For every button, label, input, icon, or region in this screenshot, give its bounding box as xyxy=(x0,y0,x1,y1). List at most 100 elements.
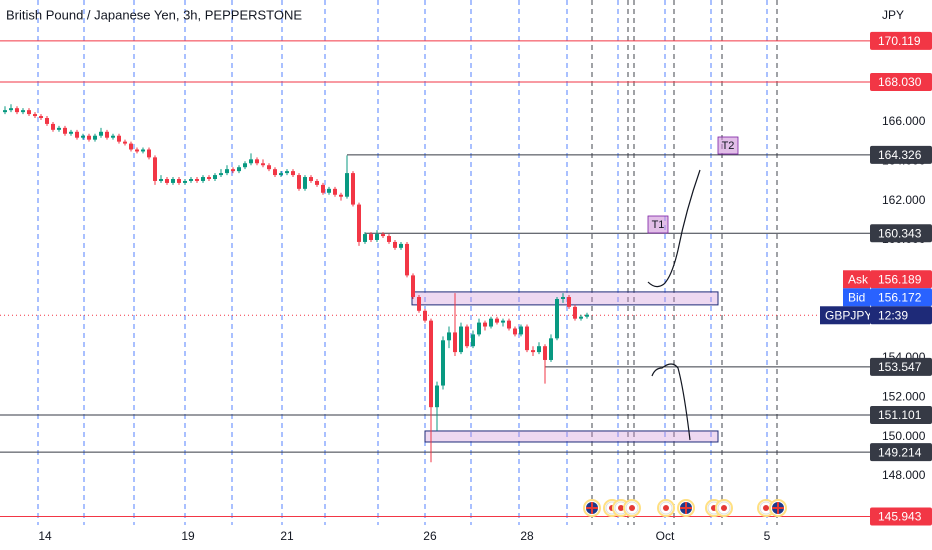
x-tick-label: 19 xyxy=(181,529,195,543)
price-badge xyxy=(870,443,932,462)
price-badge xyxy=(870,406,932,425)
candle-body xyxy=(213,175,217,179)
candle-body xyxy=(135,149,139,152)
price-badge-label: 149.214 xyxy=(878,445,922,459)
y-tick-label: 152.000 xyxy=(882,390,926,404)
x-tick-label: 28 xyxy=(520,529,534,543)
candle-body xyxy=(255,159,259,164)
currency: JPY xyxy=(882,8,904,22)
candle-body xyxy=(399,243,403,248)
price-badge xyxy=(870,306,932,325)
price-badge-label: 151.101 xyxy=(878,408,922,422)
candle-body xyxy=(189,178,193,181)
candle-body xyxy=(393,241,397,248)
candle-body xyxy=(333,188,337,195)
candle-body xyxy=(531,350,535,353)
price-badge xyxy=(870,145,932,164)
annotation-box xyxy=(717,136,739,155)
candle-body xyxy=(567,297,571,307)
candle-body xyxy=(129,143,133,150)
candle-body xyxy=(339,194,343,197)
price-badge xyxy=(870,73,932,92)
price-badge-label: 153.547 xyxy=(878,360,922,374)
candle-body xyxy=(309,177,313,181)
price-badge-label: 156.189 xyxy=(878,272,922,286)
price-badge xyxy=(870,288,932,307)
x-tick-label: 14 xyxy=(38,529,52,543)
candle-body xyxy=(183,180,187,183)
candle-body xyxy=(507,320,511,329)
quote-tag-label: Ask xyxy=(848,272,869,286)
event-flag xyxy=(663,505,669,511)
candle-body xyxy=(105,131,109,138)
annotation-box xyxy=(647,215,669,234)
price-badge-label: 164.326 xyxy=(878,148,922,162)
candle-body xyxy=(381,234,385,237)
price-badge-label: 170.119 xyxy=(878,34,921,48)
x-tick-label: Oct xyxy=(656,529,675,543)
candle-body xyxy=(171,178,175,183)
candle-body xyxy=(543,346,547,360)
candle-body xyxy=(501,320,505,323)
candle-body xyxy=(495,318,499,323)
candle-body xyxy=(561,297,565,299)
candle-body xyxy=(585,314,589,317)
candle-body xyxy=(9,108,13,111)
candle-body xyxy=(45,118,49,124)
candle-body xyxy=(273,169,277,176)
quote-tag xyxy=(843,288,870,307)
candle-body xyxy=(285,171,289,174)
price-badge xyxy=(870,31,932,50)
price-badge xyxy=(870,224,932,243)
candle-body xyxy=(357,204,361,242)
candle-body xyxy=(153,157,157,181)
candle-body xyxy=(249,159,253,164)
candle-body xyxy=(117,135,121,142)
candle-body xyxy=(291,171,295,176)
candle-body xyxy=(87,135,91,140)
event-flag xyxy=(763,505,769,511)
candle-body xyxy=(27,110,31,115)
candle-body xyxy=(99,131,103,136)
candle-body xyxy=(537,346,541,353)
candle-body xyxy=(195,178,199,181)
y-tick-label: 162.000 xyxy=(882,193,926,207)
candle-body xyxy=(279,173,283,176)
event-flag xyxy=(721,505,727,511)
event-flag xyxy=(618,505,624,511)
candle-body xyxy=(267,165,271,170)
candle-body xyxy=(417,297,421,311)
candle-body xyxy=(207,177,211,179)
candle-body xyxy=(141,149,145,152)
candle-body xyxy=(21,110,25,113)
candle-body xyxy=(429,320,433,408)
candle-body xyxy=(489,318,493,327)
candle-body xyxy=(15,108,19,113)
annotation: T2 xyxy=(722,140,735,152)
y-tick-label: 166.000 xyxy=(882,114,926,128)
candle-body xyxy=(465,326,469,347)
candle-body xyxy=(459,326,463,353)
candle-body xyxy=(261,163,265,166)
candle-body xyxy=(63,127,67,134)
y-tick-label: 150.000 xyxy=(882,429,926,443)
candle-body xyxy=(39,116,43,119)
x-tick-label: 26 xyxy=(423,529,437,543)
candle-body xyxy=(549,338,553,360)
price-badge-label: 145.943 xyxy=(878,510,922,524)
candle-body xyxy=(351,173,355,205)
candle-body xyxy=(243,163,247,168)
candle-body xyxy=(579,316,583,319)
candle-body xyxy=(471,334,475,347)
candle-body xyxy=(159,178,163,181)
price-badge-label: 156.172 xyxy=(878,290,922,304)
candle-body xyxy=(57,127,61,130)
candle-body xyxy=(345,173,349,197)
projection-up xyxy=(647,169,701,288)
event-flag xyxy=(629,505,635,511)
candle-body xyxy=(369,234,373,240)
candle-body xyxy=(315,180,319,185)
candle-body xyxy=(297,175,301,189)
